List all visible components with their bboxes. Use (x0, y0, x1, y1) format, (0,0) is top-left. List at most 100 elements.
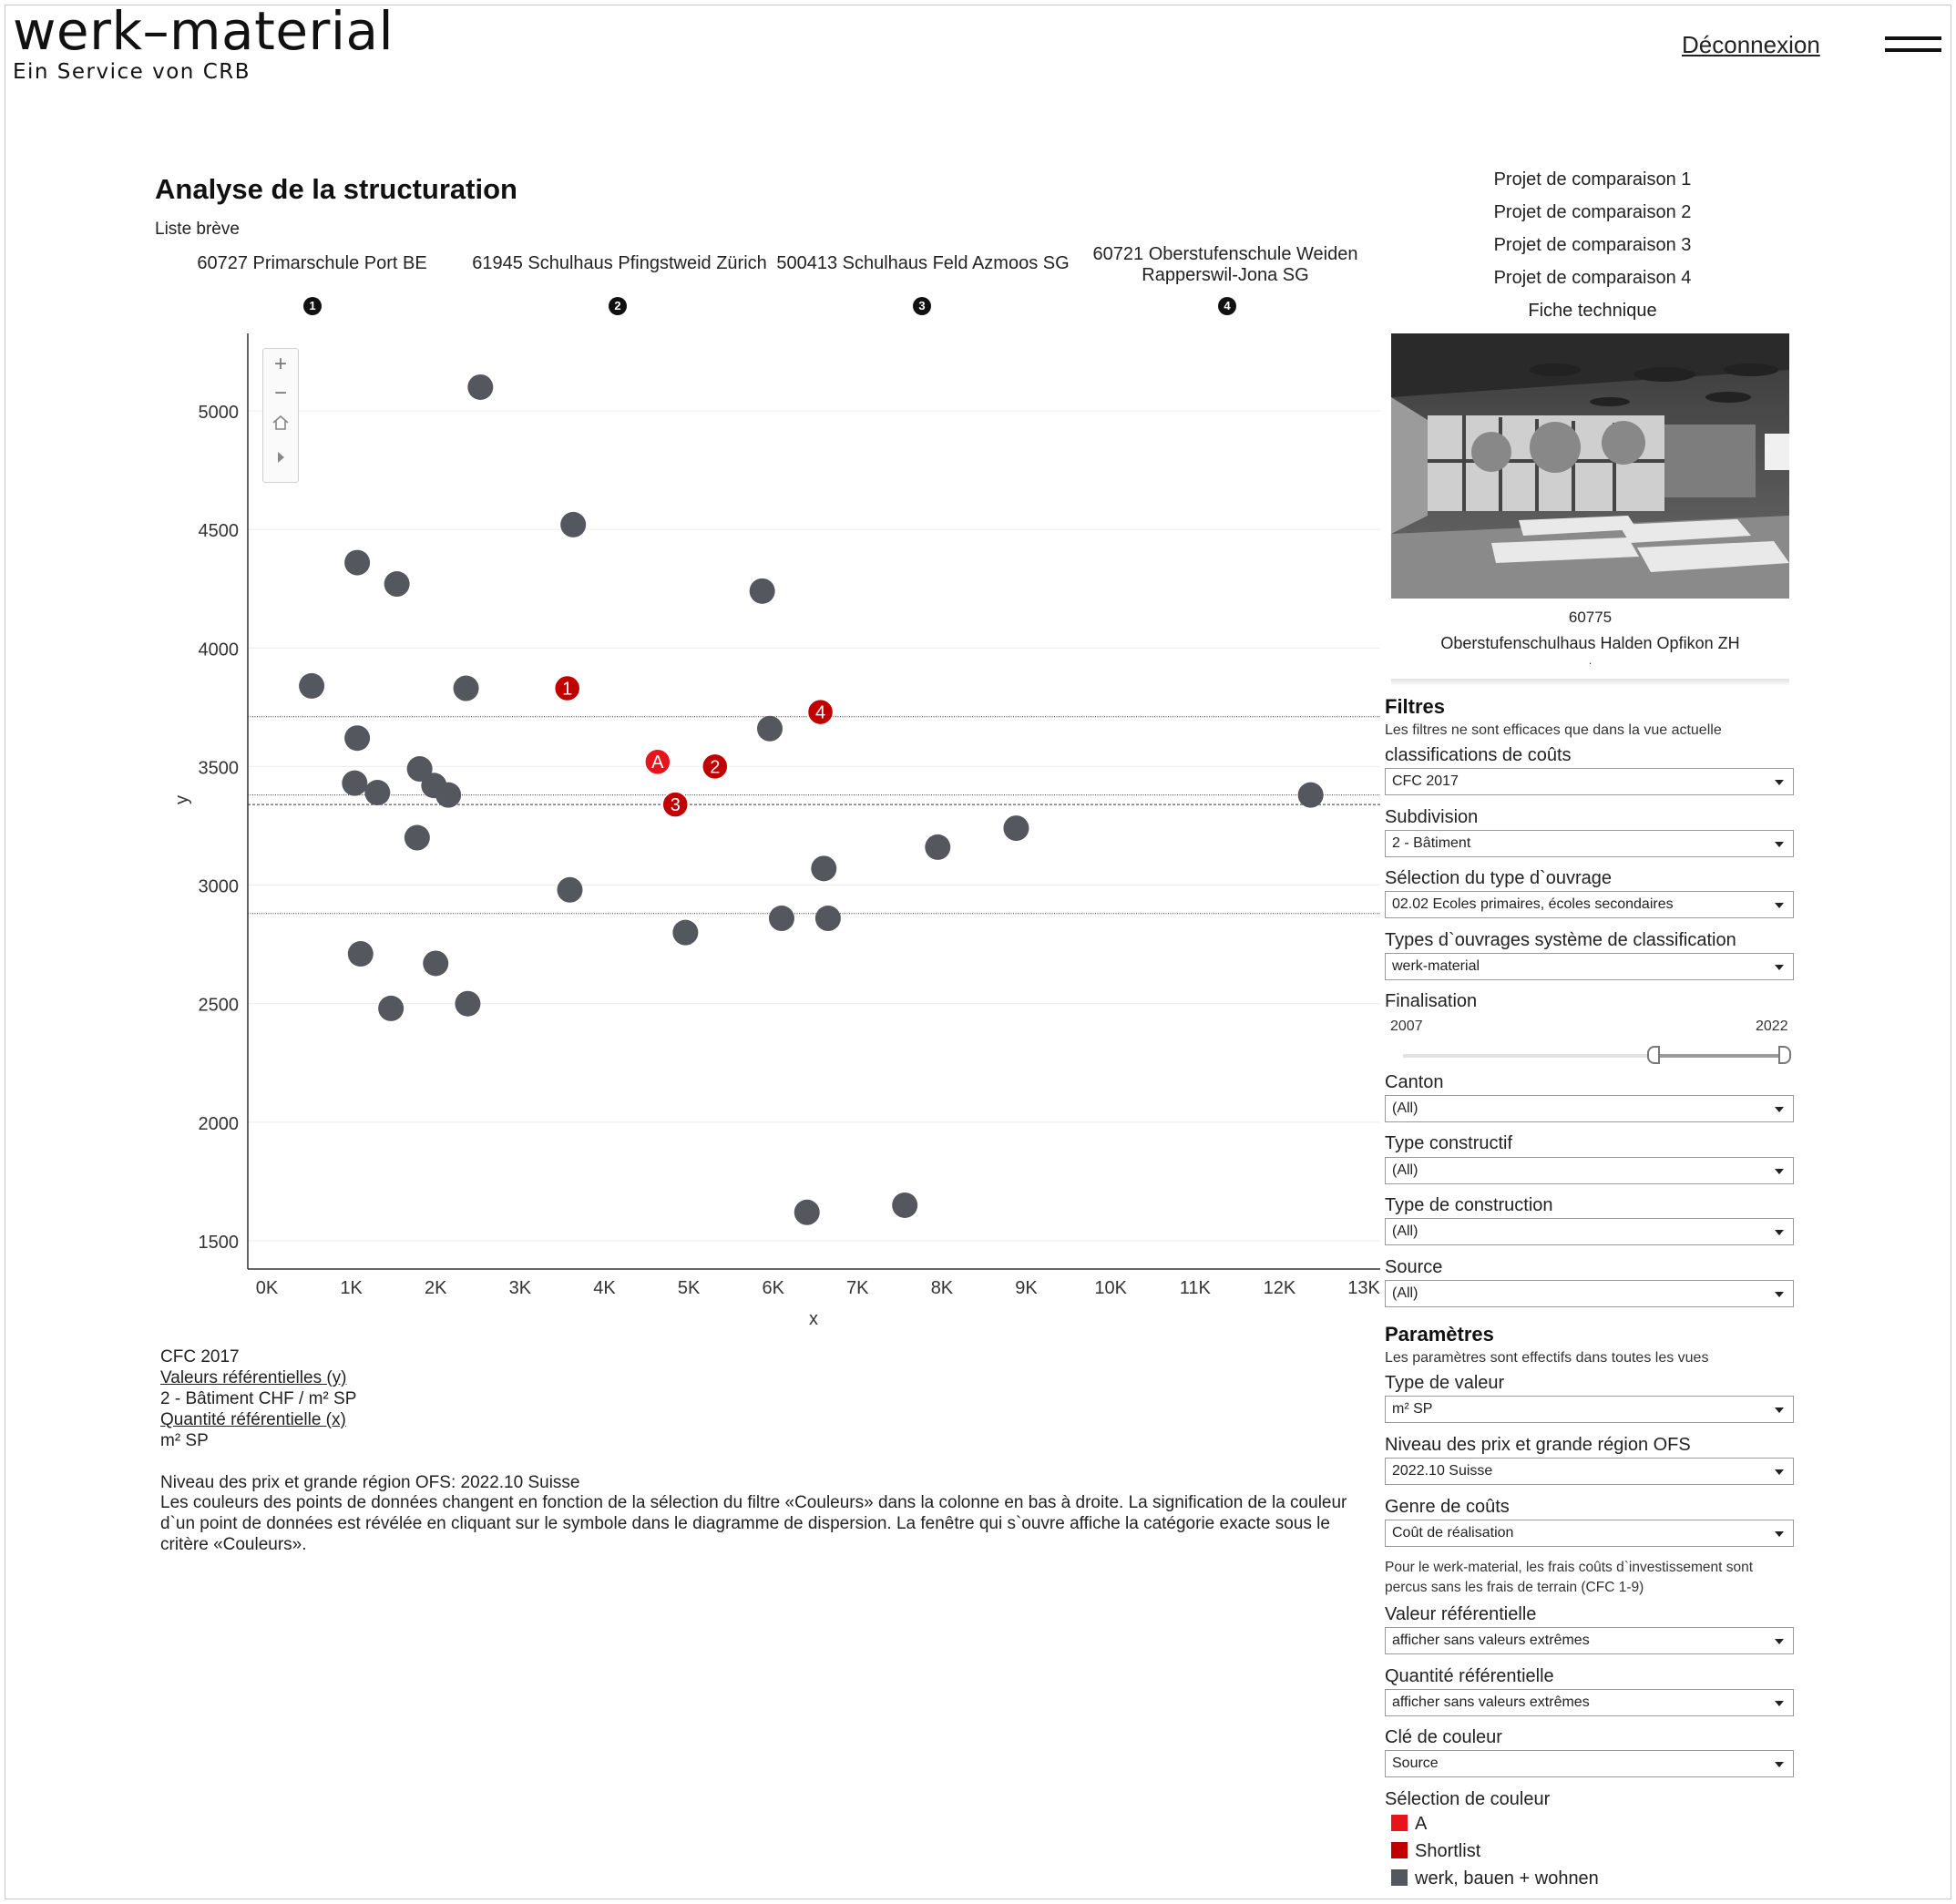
y-tick-label: 2500 (199, 996, 240, 1016)
data-point[interactable] (925, 834, 951, 860)
type-ouvrage-select[interactable]: 02.02 Ecoles primaires, écoles secondair… (1385, 891, 1794, 918)
zoom-in-icon[interactable]: + (273, 352, 287, 376)
quantite-ref-select[interactable]: afficher sans valeurs extrêmes (1385, 1689, 1794, 1716)
compare-link-2[interactable]: Projet de comparaison 2 (1493, 202, 1692, 222)
menu-icon[interactable] (1885, 36, 1941, 53)
x-tick-label: 7K (846, 1278, 869, 1298)
finalisation-slider[interactable] (1403, 1046, 1791, 1064)
data-point[interactable] (299, 672, 325, 699)
genre-select[interactable]: Coût de réalisation (1385, 1520, 1794, 1547)
classification-select[interactable]: CFC 2017 (1385, 768, 1794, 795)
project-3-name: 500413 Schulhaus Feld Azmoos SG (776, 253, 1070, 273)
page-subtitle: Liste brève (155, 220, 240, 239)
x-tick-label: 2K (425, 1278, 447, 1298)
data-point[interactable] (378, 995, 405, 1021)
niveau-select[interactable]: 2022.10 Suisse (1385, 1458, 1794, 1485)
data-point[interactable] (749, 578, 775, 604)
y-tick-label: 2000 (199, 1114, 240, 1134)
datasheet-link[interactable]: Fiche technique (1528, 301, 1657, 321)
type-valeur-select[interactable]: m² SP (1385, 1396, 1794, 1423)
logout-link[interactable]: Déconnexion (1682, 31, 1820, 58)
canton-select[interactable]: (All) (1385, 1095, 1794, 1122)
data-point[interactable] (794, 1199, 820, 1225)
info-y-link[interactable]: Valeurs référentielles (y) (160, 1368, 347, 1387)
data-point[interactable] (467, 374, 494, 400)
y-tick-label: 4000 (199, 640, 240, 660)
compare-link-1[interactable]: Projet de comparaison 1 (1493, 169, 1692, 189)
slider-handle-min[interactable] (1647, 1046, 1660, 1064)
legend-swatch (1391, 1842, 1408, 1858)
data-point[interactable] (453, 675, 479, 701)
scatter-chart[interactable]: 1500 2000 2500 3000 3500 4000 4500 5000 0K 1K 2K 3K… (0, 0, 1385, 1348)
subdivision-select[interactable]: 2 - Bâtiment (1385, 830, 1794, 857)
legend-item-shortlist[interactable]: Shortlist (1391, 1841, 1480, 1862)
page-frame (5, 5, 1951, 1899)
source-select[interactable]: (All) (1385, 1280, 1794, 1307)
data-point[interactable] (384, 571, 410, 598)
data-point[interactable] (423, 950, 449, 977)
params-heading: Paramètres (1385, 1323, 1494, 1346)
data-point[interactable] (811, 855, 837, 882)
type-valeur-label: Type de valeur (1385, 1373, 1505, 1393)
cle-couleur-value: Source (1392, 1756, 1439, 1771)
data-point-shortlist[interactable] (661, 791, 690, 818)
data-point[interactable] (892, 1192, 918, 1218)
data-point[interactable] (342, 770, 368, 796)
compare-link-3[interactable]: Projet de comparaison 3 (1493, 235, 1692, 255)
data-point[interactable] (560, 511, 587, 537)
data-point[interactable] (814, 906, 841, 932)
chevron-down-icon (1775, 842, 1784, 847)
type-construction-select[interactable]: (All) (1385, 1218, 1794, 1245)
chevron-down-icon (1775, 1531, 1784, 1537)
chevron-down-icon (1775, 1762, 1784, 1767)
valeur-ref-value: afficher sans valeurs extrêmes (1392, 1633, 1590, 1648)
valeur-ref-select[interactable]: afficher sans valeurs extrêmes (1385, 1627, 1794, 1654)
data-point-shortlist[interactable] (553, 674, 581, 702)
project-4-name-line2: Rapperswil-Jona SG (1142, 265, 1309, 285)
data-point-shortlist[interactable] (806, 698, 835, 726)
data-point[interactable] (1003, 815, 1029, 842)
project-1-name: 60727 Primarschule Port BE (197, 253, 427, 273)
cle-couleur-label: Clé de couleur (1385, 1727, 1502, 1747)
chevron-down-icon (1775, 1169, 1784, 1174)
home-icon[interactable] (271, 413, 291, 433)
legend-item-a[interactable]: A (1391, 1814, 1427, 1835)
data-point-a[interactable] (644, 748, 671, 775)
project-4-marker: 4 (1218, 297, 1236, 315)
data-point[interactable] (672, 919, 699, 946)
x-tick-label: 8K (931, 1278, 954, 1298)
compare-link-4[interactable]: Projet de comparaison 4 (1493, 268, 1692, 288)
chevron-down-icon (1775, 1408, 1784, 1413)
system-select[interactable]: werk-material (1385, 953, 1794, 980)
data-point[interactable] (406, 756, 433, 783)
play-icon[interactable] (271, 447, 291, 467)
data-point[interactable] (404, 824, 430, 851)
data-point[interactable] (364, 780, 391, 806)
selection-couleur-label: Sélection de couleur (1385, 1789, 1551, 1809)
chevron-down-icon (1775, 780, 1784, 785)
data-point[interactable] (344, 549, 371, 576)
data-point[interactable] (1297, 782, 1324, 808)
data-point[interactable] (344, 725, 371, 752)
type-constructif-select[interactable]: (All) (1385, 1157, 1794, 1184)
slider-handle-max[interactable] (1778, 1046, 1791, 1064)
cle-couleur-select[interactable]: Source (1385, 1750, 1794, 1777)
data-point[interactable] (557, 876, 583, 903)
info-x-link[interactable]: Quantité référentielle (x) (160, 1410, 346, 1429)
canton-value: (All) (1392, 1100, 1418, 1116)
data-point[interactable] (768, 906, 794, 932)
genre-note-1: Pour le werk-material, les frais coûts d… (1385, 1560, 1754, 1575)
data-point[interactable] (347, 941, 374, 967)
type-constructif-label: Type constructif (1385, 1133, 1513, 1153)
data-point[interactable] (435, 782, 462, 808)
page-title: Analyse de la structuration (155, 173, 517, 205)
data-point-shortlist[interactable] (701, 752, 729, 781)
legend-item-werk[interactable]: werk, bauen + wohnen (1391, 1868, 1599, 1889)
type-construction-label: Type de construction (1385, 1195, 1553, 1215)
logo[interactable]: werk–material (13, 0, 394, 62)
zoom-out-icon[interactable]: − (273, 381, 287, 405)
y-tick-label: 3000 (199, 877, 240, 897)
data-point[interactable] (756, 715, 783, 742)
x-tick-label: 13K (1347, 1278, 1380, 1298)
data-point[interactable] (455, 990, 481, 1017)
